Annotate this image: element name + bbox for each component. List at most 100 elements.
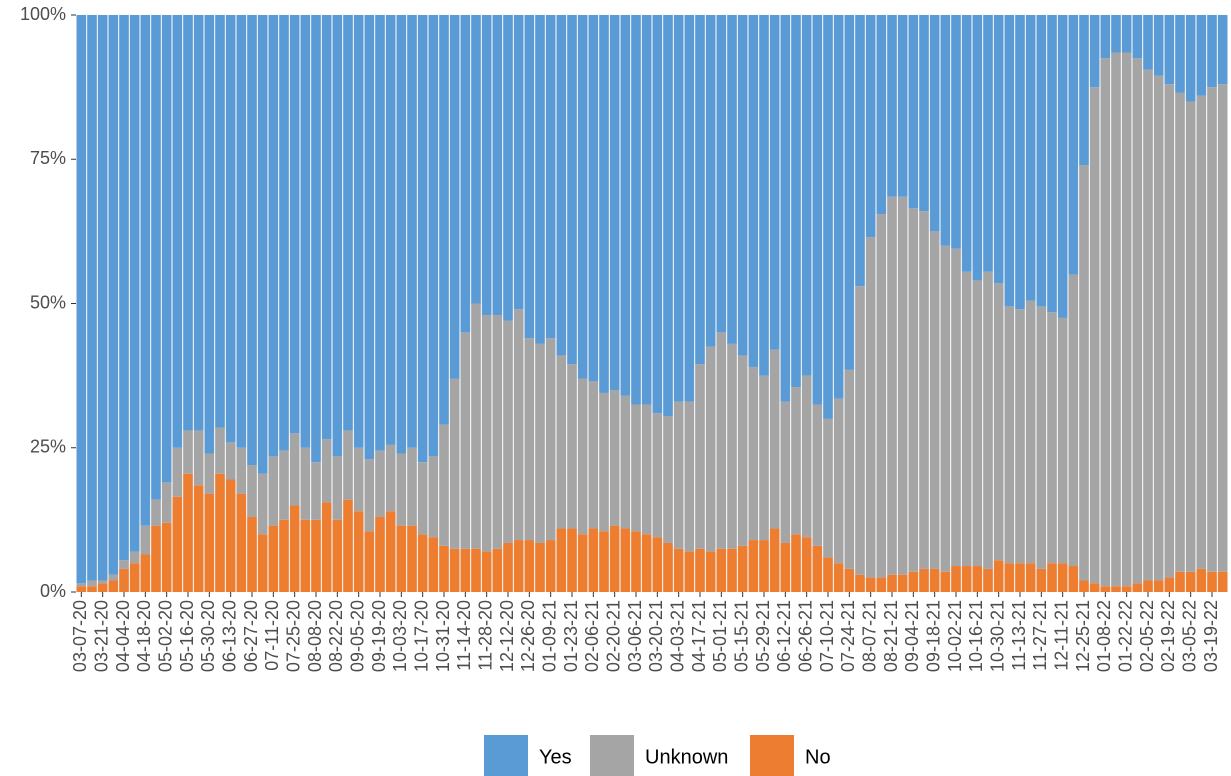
bar-segment: [1207, 571, 1217, 592]
x-tick-label: 07-11-20: [262, 600, 282, 671]
bar-segment: [1121, 52, 1132, 587]
bar-segment: [588, 528, 599, 592]
bar-segment: [1175, 571, 1185, 592]
bar-segment: [1025, 563, 1036, 592]
bar-segment: [599, 15, 609, 393]
bar-segment: [695, 548, 705, 592]
bar-segment: [247, 15, 257, 466]
bar-segment: [1004, 306, 1015, 564]
bar-segment: [1196, 568, 1207, 592]
bar-segment: [1185, 15, 1196, 102]
bar-segment: [844, 568, 855, 592]
bar-segment: [236, 447, 247, 494]
x-tick-label: 10-02-21: [945, 600, 965, 672]
bar-segment: [289, 505, 300, 592]
x-tick-label: 07-24-21: [838, 600, 858, 672]
bar-segment: [577, 378, 588, 535]
bar-segment: [503, 542, 513, 592]
bar-segment: [481, 15, 492, 316]
bar-segment: [609, 525, 620, 592]
bar-segment: [1132, 583, 1143, 592]
bar-segment: [1196, 95, 1207, 569]
bar-segment: [1079, 580, 1089, 592]
bar-segment: [1100, 586, 1111, 592]
bar-segment: [1217, 84, 1228, 572]
legend-swatch: [750, 735, 794, 776]
x-tick-label: 09-05-20: [347, 600, 367, 672]
bar-segment: [812, 15, 823, 405]
bar-segment: [1217, 571, 1228, 592]
bar-segment: [823, 557, 833, 592]
bar-segment: [972, 280, 983, 567]
bar-segment: [620, 528, 631, 592]
bar-segment: [993, 283, 1004, 561]
bar-segment: [876, 577, 887, 592]
bar-segment: [663, 416, 673, 543]
bar-segment: [119, 560, 129, 569]
bar-segment: [161, 482, 172, 523]
bar-segment: [460, 548, 471, 592]
bar-segment: [1164, 84, 1175, 578]
bar-segment: [972, 566, 983, 592]
bar-segment: [353, 511, 364, 592]
bar-segment: [887, 196, 897, 575]
bar-segment: [1068, 15, 1079, 275]
x-tick-label: 06-27-20: [241, 600, 261, 672]
bar-segment: [353, 15, 364, 448]
bar-segment: [652, 15, 663, 414]
bar-segment: [737, 545, 748, 592]
bar-segment: [129, 551, 140, 564]
y-tick-label: 50%: [30, 292, 66, 312]
y-tick-label: 75%: [30, 148, 66, 168]
bar-segment: [919, 15, 929, 212]
bar-segment: [855, 15, 865, 287]
bar-segment: [705, 551, 716, 592]
bar-segment: [951, 15, 961, 249]
x-tick-label: 08-21-21: [881, 600, 901, 672]
bar-segment: [1175, 15, 1185, 93]
x-tick-label: 05-30-20: [198, 600, 218, 672]
bar-segment: [140, 15, 151, 526]
bar-segment: [1089, 87, 1100, 584]
bar-segment: [385, 444, 396, 512]
bar-segment: [769, 349, 780, 529]
x-tick-label: 07-10-21: [817, 600, 837, 672]
bar-segment: [759, 15, 769, 376]
x-tick-label: 01-23-21: [561, 600, 581, 672]
bar-segment: [193, 485, 204, 592]
bar-segment: [439, 424, 449, 546]
bar-segment: [524, 338, 535, 541]
x-tick-label: 04-03-21: [667, 600, 687, 672]
bar-segment: [1015, 15, 1025, 310]
bar-segment: [1047, 563, 1057, 592]
bar-segment: [215, 15, 225, 428]
bar-segment: [1185, 101, 1196, 572]
bar-segment: [417, 462, 428, 535]
bar-segment: [108, 580, 119, 592]
bar-segment: [609, 390, 620, 526]
bar-segment: [492, 15, 503, 316]
bar-segment: [588, 381, 599, 529]
bar-segment: [535, 15, 545, 344]
bar-segment: [929, 15, 940, 232]
bar-segment: [1100, 58, 1111, 587]
bar-segment: [577, 15, 588, 379]
x-tick-label: 09-19-20: [369, 600, 389, 672]
bar-segment: [940, 245, 951, 572]
bar-segment: [215, 473, 225, 592]
bar-segment: [1057, 317, 1068, 564]
bar-segment: [375, 450, 385, 517]
bar-segment: [865, 15, 876, 238]
bar-segment: [1207, 87, 1217, 572]
bar-segment: [748, 540, 759, 592]
bar-segment: [855, 286, 865, 575]
bar-segment: [865, 577, 876, 592]
bar-segment: [97, 580, 108, 584]
bar-segment: [87, 15, 97, 581]
bar-segment: [225, 441, 236, 480]
bar-segment: [567, 528, 577, 592]
x-tick-label: 12-11-21: [1051, 600, 1071, 671]
x-tick-label: 08-07-21: [859, 600, 879, 672]
bar-segment: [876, 15, 887, 215]
bar-segment: [193, 15, 204, 431]
